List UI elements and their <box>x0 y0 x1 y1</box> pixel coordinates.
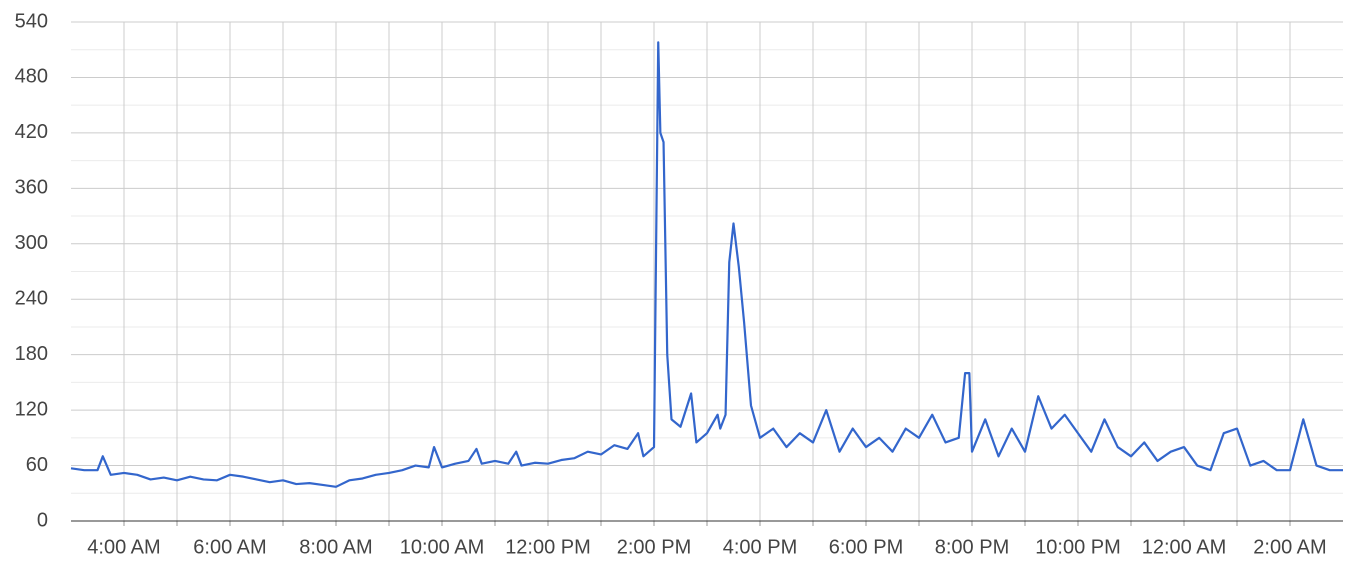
y-tick-label: 300 <box>15 232 48 254</box>
x-tick-label: 12:00 PM <box>505 536 591 558</box>
y-tick-label: 240 <box>15 288 48 310</box>
data-line <box>70 41 1343 488</box>
x-tick-label: 10:00 AM <box>400 536 485 558</box>
y-tick-label: 120 <box>15 398 48 420</box>
x-tick-label: 12:00 AM <box>1142 536 1227 558</box>
x-tick-label: 8:00 PM <box>935 536 1009 558</box>
y-tick-label: 540 <box>15 10 48 32</box>
y-tick-label: 360 <box>15 177 48 199</box>
y-tick-label: 420 <box>15 121 48 143</box>
y-tick-label: 480 <box>15 66 48 88</box>
x-tick-label: 4:00 AM <box>87 536 160 558</box>
x-tick-label: 2:00 AM <box>1253 536 1326 558</box>
x-tick-label: 8:00 AM <box>299 536 372 558</box>
x-tick-label: 6:00 PM <box>829 536 903 558</box>
x-tick-label: 2:00 PM <box>617 536 691 558</box>
y-tick-label: 0 <box>37 509 48 531</box>
x-tick-label: 6:00 AM <box>193 536 266 558</box>
x-tick-label: 4:00 PM <box>723 536 797 558</box>
y-tick-label: 60 <box>26 454 48 476</box>
y-tick-label: 180 <box>15 343 48 365</box>
x-tick-label: 10:00 PM <box>1035 536 1121 558</box>
